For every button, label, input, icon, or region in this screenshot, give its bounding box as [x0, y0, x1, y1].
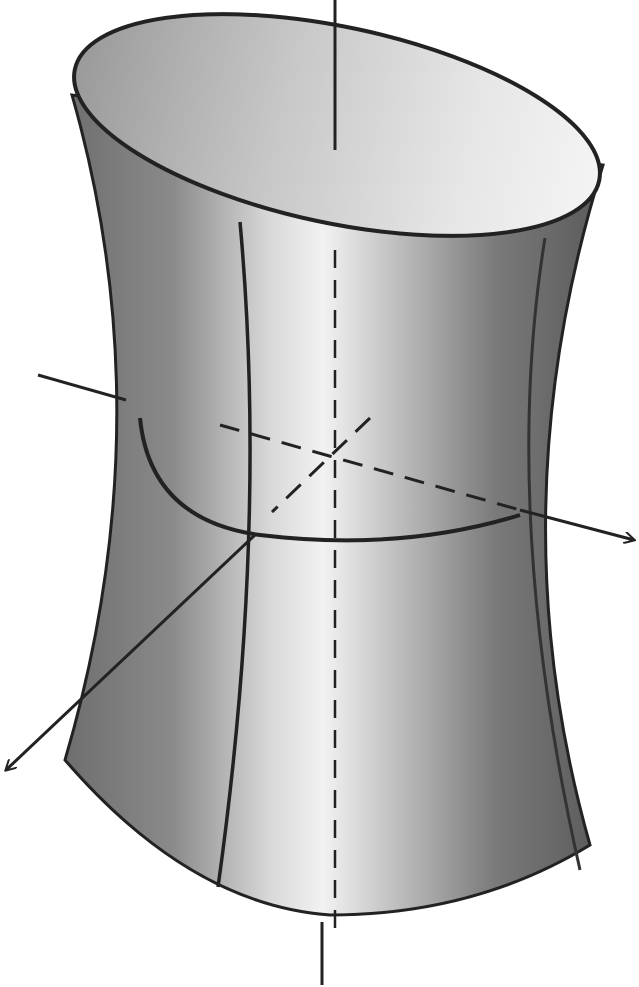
y-axis — [37, 373, 127, 402]
y-axis — [519, 508, 634, 540]
ruling-line — [527, 237, 582, 871]
y-axis-hidden — [219, 423, 521, 512]
top-rim — [72, 12, 602, 238]
x-axis-hidden — [270, 416, 372, 514]
x-axis — [6, 532, 258, 770]
waist-ellipse — [138, 417, 521, 543]
